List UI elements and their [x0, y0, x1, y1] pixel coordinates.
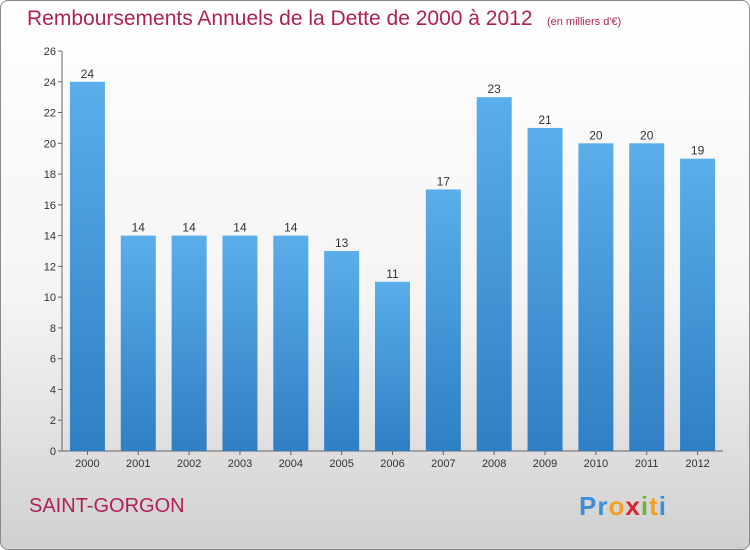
bar — [69, 81, 105, 452]
x-tick-label: 2007 — [431, 458, 455, 470]
x-tick-label: 2011 — [635, 458, 659, 470]
y-tick-label: 24 — [44, 77, 56, 89]
bar-value-label: 14 — [182, 221, 196, 235]
logo-letter: o — [608, 491, 626, 521]
bar-value-label: 20 — [640, 128, 654, 142]
logo-letter: x — [625, 491, 641, 521]
logo-letter: P — [579, 491, 598, 521]
logo-letter: i — [658, 491, 667, 521]
y-tick-label: 6 — [50, 354, 56, 366]
y-tick-label: 14 — [44, 231, 56, 243]
y-tick-label: 16 — [44, 200, 56, 212]
x-tick-label: 2001 — [126, 458, 150, 470]
bar-value-label: 14 — [233, 221, 247, 235]
x-tick-label: 2000 — [75, 458, 99, 470]
y-tick-label: 18 — [44, 169, 56, 181]
bar-value-label: 14 — [284, 221, 298, 235]
x-tick-label: 2006 — [380, 458, 404, 470]
y-tick-label: 0 — [50, 446, 56, 458]
y-tick-label: 20 — [44, 138, 56, 150]
bar-value-label: 14 — [132, 221, 146, 235]
bar — [222, 235, 258, 451]
bar — [171, 235, 207, 451]
bar — [578, 143, 614, 452]
logo-letter: r — [597, 491, 609, 521]
bar — [120, 235, 156, 451]
bar-value-label: 24 — [81, 67, 95, 81]
x-tick-label: 2009 — [533, 458, 557, 470]
x-tick-label: 2003 — [228, 458, 252, 470]
bar — [324, 251, 360, 451]
chart-title: Remboursements Annuels de la Dette de 20… — [27, 7, 533, 30]
x-tick-label: 2005 — [329, 458, 353, 470]
bar — [629, 143, 665, 452]
proxiti-logo: Proxiti — [579, 491, 667, 522]
x-tick-label: 2010 — [584, 458, 608, 470]
logo-letter: t — [649, 491, 659, 521]
chart-bars — [69, 81, 716, 452]
bar — [476, 97, 512, 452]
bar-value-label: 20 — [589, 128, 603, 142]
chart-unit-label: (en milliers d'€) — [546, 16, 622, 28]
bar-value-label: 11 — [386, 267, 399, 281]
bar-value-label: 21 — [538, 113, 552, 127]
chart-title-row: Remboursements Annuels de la Dette de 20… — [27, 7, 621, 31]
y-tick-label: 10 — [44, 292, 56, 304]
y-tick-label: 12 — [44, 261, 56, 273]
y-tick-label: 26 — [44, 46, 56, 58]
y-tick-label: 8 — [50, 323, 56, 335]
bar-value-label: 13 — [335, 236, 349, 250]
x-tick-label: 2002 — [177, 458, 201, 470]
bar — [425, 189, 461, 451]
commune-name: SAINT-GORGON — [29, 495, 185, 517]
chart-labels: 24 2000 14 2001 14 2002 14 2003 14 2004 13 2005 11 20… — [75, 67, 710, 470]
bar — [375, 281, 410, 451]
x-tick-label: 2008 — [482, 458, 506, 470]
x-tick-label: 2012 — [685, 458, 709, 470]
bar — [273, 235, 309, 451]
y-tick-label: 22 — [44, 108, 56, 120]
bar-value-label: 23 — [488, 82, 502, 96]
x-tick-label: 2004 — [279, 458, 303, 470]
logo-letter: i — [640, 491, 650, 521]
bar — [680, 158, 716, 451]
bar-value-label: 17 — [437, 174, 451, 188]
y-tick-label: 2 — [50, 415, 56, 427]
y-tick-label: 4 — [50, 384, 56, 396]
bar-value-label: 19 — [691, 144, 705, 158]
bar — [527, 127, 563, 451]
